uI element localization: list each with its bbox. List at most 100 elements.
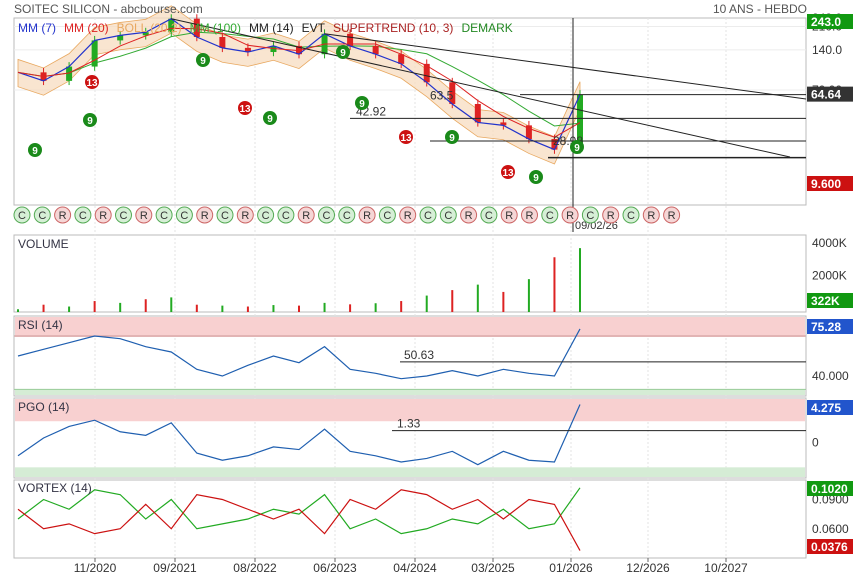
pattern-mark	[13, 206, 31, 224]
price-last-tag-bg	[807, 176, 853, 191]
x-tick-label: 01/2026	[549, 561, 593, 575]
demark-marker	[238, 101, 252, 115]
pattern-mark-label: C	[444, 210, 452, 222]
pattern-mark	[480, 206, 498, 224]
candle-body	[577, 94, 583, 150]
legend-item: MM (20)	[64, 21, 109, 35]
pattern-mark	[33, 206, 51, 224]
candle-body	[168, 18, 175, 33]
indicator-legend: MM (7) MM (20) BOLL (20,2) MM (100) MM (14) E…	[18, 21, 521, 35]
demark-marker-label: 13	[86, 78, 98, 89]
vortex-minus-tag-bg	[807, 539, 853, 554]
demark-marker-label: 9	[533, 173, 539, 184]
price-top-tag-bg	[807, 14, 853, 29]
pattern-mark-label: R	[607, 210, 615, 222]
demark-marker	[196, 53, 210, 67]
cursor-date-label: 09/02/26	[575, 220, 618, 232]
demark-marker	[529, 170, 543, 184]
volume-last-tag: 322K	[811, 294, 840, 308]
rsi-axis-label: 40.000	[812, 369, 849, 383]
x-tick-label: 06/2023	[313, 561, 357, 575]
pattern-mark	[521, 206, 538, 224]
pattern-mark	[297, 206, 315, 224]
pattern-mark-label: C	[79, 210, 87, 222]
pattern-mark-label: R	[647, 210, 655, 222]
pattern-mark-label: C	[627, 210, 635, 222]
pattern-mark-label: C	[18, 210, 26, 222]
price-last-tag: 9.600	[811, 177, 841, 191]
volume-axis-label: 4000K	[812, 236, 847, 250]
pattern-mark-label: R	[526, 210, 534, 222]
demark-marker-label: 9	[87, 116, 93, 127]
vortex-plus-line	[17, 487, 581, 535]
vortex-minus-tag: 0.0376	[811, 540, 848, 554]
volume-axis-label: 2000K	[812, 269, 847, 283]
legend-item: MM (14)	[248, 21, 294, 35]
pattern-mark-label: C	[323, 210, 331, 222]
pattern-mark-label: R	[404, 210, 412, 222]
pattern-mark	[358, 206, 376, 224]
demark-marker-label: 9	[32, 146, 38, 157]
volume-last-tag-bg	[807, 293, 853, 308]
vortex-plus-tag-bg	[807, 481, 853, 496]
pattern-mark	[541, 206, 559, 224]
pattern-mark	[175, 206, 193, 224]
demark-marker-label: 9	[340, 48, 346, 59]
candle-body	[347, 33, 354, 46]
legend-item: SUPERTREND (10, 3)	[332, 21, 454, 35]
rsi-last-tag-bg	[807, 319, 853, 334]
pattern-mark	[94, 206, 112, 224]
pattern-mark	[663, 206, 681, 224]
candle-body	[244, 47, 251, 53]
pattern-mark	[236, 206, 254, 224]
chart-period: 10 ANS - HEBDO	[712, 2, 807, 16]
pattern-mark-label: R	[140, 210, 148, 222]
pattern-mark-label: R	[465, 210, 473, 222]
pattern-mark-label: C	[383, 210, 391, 222]
pattern-mark-label: R	[201, 210, 209, 222]
candle-body	[142, 32, 149, 36]
pattern-mark	[54, 206, 72, 224]
price-top-tag: 243.0	[811, 15, 841, 29]
pattern-mark-label: R	[566, 210, 574, 222]
mm20-line	[17, 27, 581, 138]
demark-marker-label: 9	[267, 114, 273, 125]
pattern-mark	[561, 206, 579, 224]
pattern-mark	[602, 206, 620, 224]
pattern-mark	[74, 206, 92, 224]
pgo-line	[17, 404, 581, 466]
pattern-mark	[155, 206, 173, 224]
demark-marker	[501, 165, 515, 179]
candle-body	[449, 82, 456, 104]
pgo-last-tag-bg	[807, 400, 853, 415]
pattern-mark-label: C	[160, 210, 168, 222]
pattern-mark	[338, 206, 356, 224]
vortex-minus-line	[17, 489, 581, 551]
pattern-mark-label: C	[180, 210, 188, 222]
legend-item: BOLL (20,2)	[116, 21, 182, 35]
demark-marker-label: 9	[200, 56, 206, 67]
pattern-mark-label: R	[505, 210, 513, 222]
pattern-mark	[277, 206, 295, 224]
pgo-axis-label: 0	[812, 435, 819, 449]
pattern-mark-label: C	[424, 210, 432, 222]
panel-frame-rsi	[13, 315, 807, 397]
panel-frame-price	[13, 17, 807, 206]
x-tick-label: 04/2024	[393, 561, 437, 575]
pattern-mark-label: R	[241, 210, 249, 222]
mm7-line	[17, 18, 581, 151]
pattern-mark	[622, 206, 640, 224]
pgo-level-label: 1.33	[397, 417, 421, 431]
chart-title: SOITEC SILICON - abcbourse.com	[14, 2, 203, 16]
x-tick-label: 08/2022	[233, 561, 277, 575]
pattern-mark	[399, 206, 417, 224]
candle-body	[372, 45, 379, 55]
candle-body	[66, 66, 73, 81]
demark-marker-label: 13	[502, 168, 514, 179]
pattern-mark-label: R	[302, 210, 310, 222]
legend-item: MM (100)	[189, 21, 241, 35]
pattern-mark-label: R	[99, 210, 107, 222]
trend-line	[324, 33, 807, 100]
candle-body	[193, 18, 200, 37]
price-axis-label: 140.0	[812, 43, 842, 57]
